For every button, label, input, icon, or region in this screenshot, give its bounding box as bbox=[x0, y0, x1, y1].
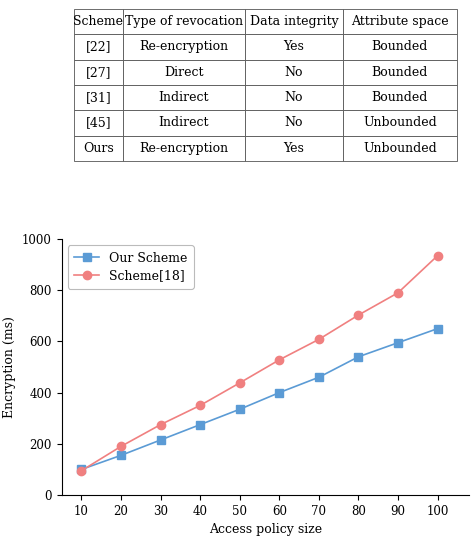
Scheme[18] bbox=[395, 289, 401, 296]
Scheme[18] bbox=[435, 252, 440, 259]
Line: Scheme[18]: Scheme[18] bbox=[77, 251, 442, 475]
Scheme[18] bbox=[316, 336, 322, 343]
Scheme[18] bbox=[356, 312, 361, 318]
Our Scheme bbox=[158, 437, 164, 443]
X-axis label: Access policy size: Access policy size bbox=[209, 523, 322, 536]
Line: Our Scheme: Our Scheme bbox=[77, 324, 442, 474]
Scheme[18] bbox=[237, 380, 243, 386]
Our Scheme bbox=[118, 452, 124, 459]
Scheme[18] bbox=[79, 467, 84, 474]
Scheme[18] bbox=[158, 422, 164, 428]
Our Scheme bbox=[395, 339, 401, 346]
Our Scheme bbox=[197, 422, 203, 428]
Legend: Our Scheme, Scheme[18]: Our Scheme, Scheme[18] bbox=[68, 245, 194, 289]
Scheme[18] bbox=[118, 443, 124, 450]
Y-axis label: Encryption (ms): Encryption (ms) bbox=[3, 316, 17, 418]
Our Scheme bbox=[435, 325, 440, 332]
Our Scheme bbox=[237, 406, 243, 412]
Our Scheme bbox=[276, 390, 282, 396]
Our Scheme bbox=[356, 354, 361, 360]
Scheme[18] bbox=[276, 356, 282, 363]
Our Scheme bbox=[79, 466, 84, 473]
Scheme[18] bbox=[197, 402, 203, 409]
Our Scheme bbox=[316, 374, 322, 381]
